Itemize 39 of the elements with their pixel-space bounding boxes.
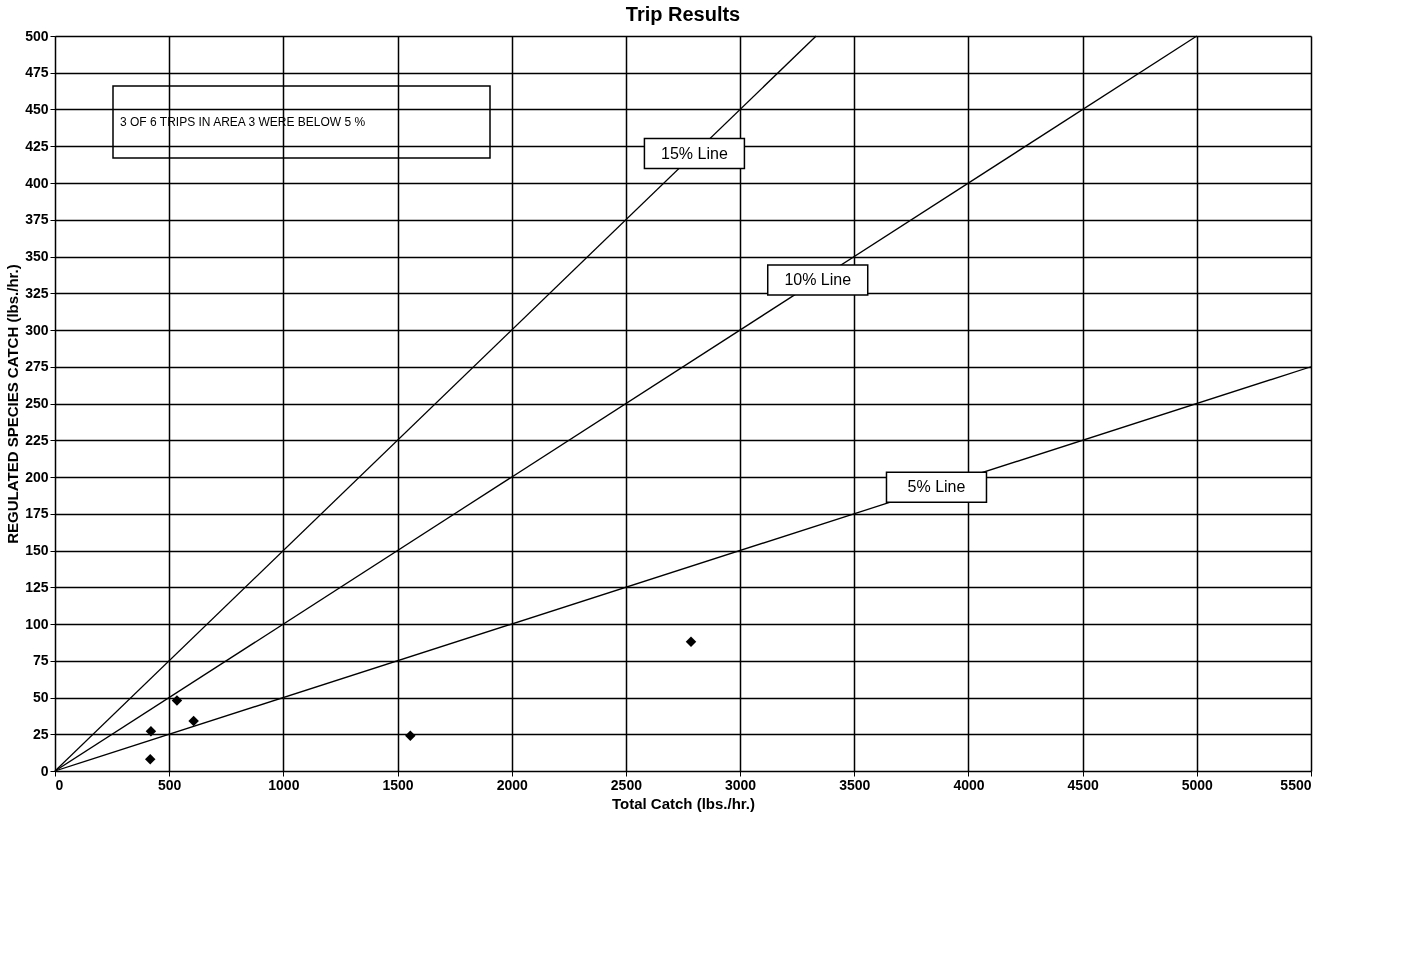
x-tick-label: 5000 <box>1181 776 1214 793</box>
x-tick-label: 500 <box>158 776 182 793</box>
y-tick-label: 200 <box>25 468 49 485</box>
y-tick-label: 350 <box>25 248 49 264</box>
x-tick-label: 4500 <box>1067 776 1099 793</box>
annotation: 15% Line <box>661 144 728 162</box>
y-tick-label: 50 <box>32 689 49 705</box>
x-tick-label: 2500 <box>610 776 643 793</box>
y-tick-label: 400 <box>25 174 49 191</box>
y-tick-label: 100 <box>25 615 49 632</box>
y-tick-label: 500 <box>25 27 49 44</box>
annotation: 5% Line <box>907 478 966 496</box>
x-tick-label: 2000 <box>496 776 529 793</box>
y-tick-label: 225 <box>25 431 49 448</box>
y-tick-label: 275 <box>25 358 49 375</box>
x-tick-label: 0 <box>55 776 64 793</box>
y-tick-label: 325 <box>25 284 49 301</box>
y-axis-title: REGULATED SPECIES CATCH (lbs./hr.) <box>4 264 22 544</box>
y-tick-label: 425 <box>25 137 49 154</box>
x-tick-label: 3500 <box>839 776 871 793</box>
chart-title: Trip Results <box>625 3 741 25</box>
x-tick-label: 3000 <box>725 776 757 793</box>
y-tick-label: 25 <box>32 725 49 742</box>
y-tick-label: 75 <box>32 652 49 669</box>
y-tick-label: 475 <box>25 64 49 81</box>
x-tick-label: 5500 <box>1280 776 1312 793</box>
y-tick-label: 375 <box>25 211 49 228</box>
y-tick-label: 300 <box>25 321 49 338</box>
x-tick-label: 1500 <box>382 776 414 793</box>
x-tick-label: 4000 <box>953 776 985 793</box>
x-axis-title: Total Catch (lbs./hr.) <box>611 794 756 812</box>
y-tick-label: 150 <box>25 542 49 558</box>
y-tick-label: 175 <box>25 505 49 522</box>
y-tick-label: 250 <box>25 395 49 411</box>
x-tick-label: 1000 <box>268 776 300 793</box>
y-tick-label: 125 <box>25 578 49 595</box>
annotation: 10% Line <box>784 271 852 289</box>
y-tick-label: 0 <box>40 762 49 779</box>
y-tick-label: 450 <box>25 101 49 117</box>
